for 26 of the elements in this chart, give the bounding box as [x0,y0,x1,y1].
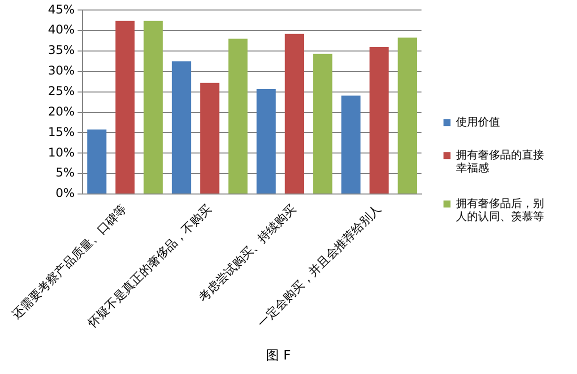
bar [172,61,192,194]
bar [341,96,361,194]
bar [228,38,248,194]
y-tick-label: 30% [48,64,75,78]
legend-label: 拥有奢侈品的直接幸福感 [456,148,544,175]
y-tick-label: 10% [48,145,75,160]
y-tick-label: 0% [56,186,75,200]
legend-label: 使用价值 [456,115,500,128]
text: 图 F [266,348,291,364]
y-tick-label: 35% [48,43,75,58]
bar [313,54,332,194]
y-tick-label: 5% [56,166,75,180]
bar [284,34,304,194]
bar [256,89,276,194]
bar [200,82,220,194]
y-tick-label: 40% [48,22,75,37]
bar [144,20,163,194]
legend-label: 拥有奢侈品后，别人的认同、羡慕等 [456,196,544,224]
bar [115,20,135,194]
y-tick-label: 20% [48,104,75,118]
bar [370,46,389,194]
bar [87,129,106,194]
y-tick-label: 45% [48,2,75,16]
y-tick-label: 25% [48,84,75,98]
y-tick-label: 15% [48,124,75,139]
bar [398,38,417,194]
